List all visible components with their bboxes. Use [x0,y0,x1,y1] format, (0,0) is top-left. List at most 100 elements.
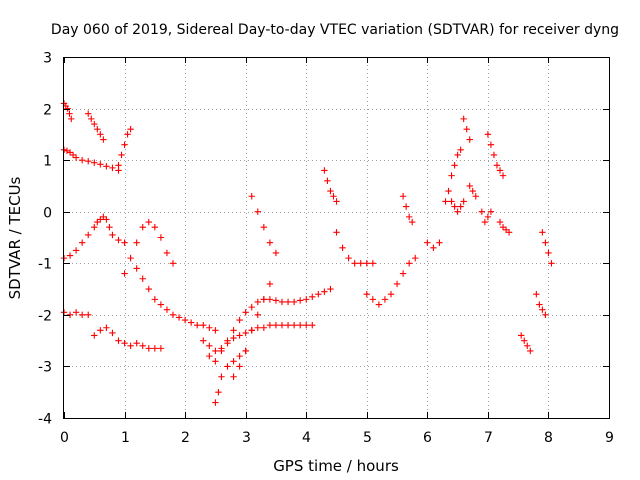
data-point [272,321,280,329]
data-point [218,373,225,380]
data-point [399,270,407,277]
data-point [206,342,213,349]
data-point [290,321,298,329]
data-point [408,218,416,226]
data-point [242,329,249,337]
data-point [327,285,334,293]
data-point [242,347,249,355]
series-track-z [496,218,513,236]
data-point [490,151,498,159]
series-track-q [363,254,419,308]
data-point [454,151,461,159]
data-point [375,301,383,308]
data-point [103,324,110,331]
data-point [248,327,255,334]
data-point [133,265,140,272]
data-point [115,337,122,344]
x-tick-label: 0 [60,430,69,446]
data-point [493,162,501,169]
data-point [542,239,549,246]
data-point [266,280,274,288]
data-point [194,321,201,329]
data-point [363,291,370,298]
data-point [315,291,322,298]
data-point [254,208,261,215]
data-point [187,319,195,326]
data-point [72,309,80,316]
data-point [478,208,486,215]
data-point [66,311,74,319]
y-tick-label: -1 [38,257,52,273]
series-track-u [460,115,473,143]
data-point [387,291,395,298]
data-point [151,296,159,303]
series-track-h [121,218,177,277]
data-point [66,252,74,259]
data-point [94,126,101,133]
data-point [303,321,310,329]
series-track-y [484,131,507,179]
data-point [442,198,449,205]
data-point [230,327,237,334]
series-track-x [478,208,495,226]
data-point [460,115,467,123]
data-point [63,147,71,155]
data-point [236,352,243,360]
data-point [121,141,128,148]
data-point [272,297,280,304]
data-point [133,239,140,246]
data-point [517,332,525,339]
data-point [303,296,310,303]
data-point [78,311,86,319]
axis-ticks [64,57,610,419]
x-tick-label: 8 [544,430,553,446]
data-point [451,162,458,169]
data-point [545,249,552,257]
data-point [115,236,122,244]
data-point [97,131,104,138]
data-point [157,234,165,241]
data-point [524,342,531,349]
data-point [145,345,152,352]
series-track-j [200,321,316,355]
y-tick-label: 1 [43,154,52,170]
data-point [330,193,337,200]
series-track-v [448,198,467,215]
data-point [157,345,165,352]
x-tick-label: 5 [363,430,372,446]
series-track-cc [539,229,555,267]
data-point [460,198,467,205]
data-point [542,311,549,319]
data-point [351,260,358,267]
data-point [163,249,171,257]
data-point [463,126,470,133]
data-point [91,159,98,166]
x-tick-labels: 0 1 2 3 4 5 6 7 8 9 [60,430,614,446]
chart-title: Day 060 of 2019, Sidereal Day-to-day VTE… [51,22,619,38]
data-point [448,172,455,179]
series-track-aa [517,332,534,355]
series-track-e [60,309,92,319]
data-point [484,131,492,138]
data-point [345,254,352,262]
data-point [169,260,177,267]
data-point [91,223,98,231]
data-point [527,347,534,355]
data-point [402,203,410,210]
data-point [260,324,268,331]
data-point [109,164,116,172]
data-point [212,327,219,334]
data-point [85,311,92,319]
data-point [236,363,243,370]
data-point [103,163,110,170]
data-point [278,321,286,329]
data-point [393,280,401,288]
data-point [254,324,261,331]
data-point [266,239,274,246]
data-point [175,314,183,321]
data-point [472,193,479,200]
data-point [230,334,237,342]
data-point [121,340,128,347]
data-point [109,231,116,239]
data-point [88,115,95,123]
